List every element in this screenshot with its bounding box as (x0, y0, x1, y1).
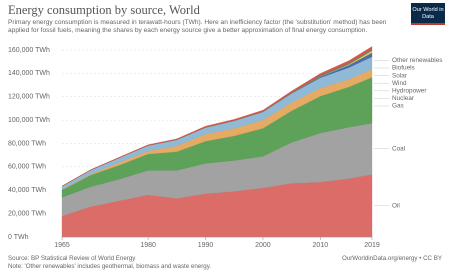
chart-subtitle: Primary energy consumption is measured i… (8, 19, 387, 35)
legend-label: Wind (392, 80, 407, 87)
y-tick-label: 20,000 TWh (8, 210, 46, 217)
legend-label: Gas (392, 103, 404, 110)
logo[interactable]: Our World in Data (411, 3, 445, 25)
legend-label: Coal (392, 145, 405, 152)
x-tick-label: 1980 (140, 242, 156, 249)
y-tick-label: 100,000 TWh (8, 117, 50, 124)
area (61, 46, 373, 187)
y-tick-label: 60,000 TWh (8, 164, 46, 171)
legend-label: Nuclear (392, 95, 415, 102)
legend-label: Oil (392, 202, 400, 209)
y-tick-label: 40,000 TWh (8, 187, 46, 194)
legend-label: Biofuels (392, 65, 415, 72)
note: Note: 'Other renewables' includes geothe… (8, 263, 212, 270)
credit[interactable]: OurWorldinData.org/energy • CC BY (341, 255, 442, 262)
y-tick-label: 0 TWh (8, 234, 29, 241)
x-tick-label: 2019 (364, 242, 380, 249)
x-tick-label: 1965 (54, 242, 70, 249)
y-tick-label: 140,000 TWh (8, 70, 50, 77)
x-tick-label: 2010 (313, 242, 329, 249)
legend-label: Solar (392, 72, 408, 79)
legend-label: Hydropower (392, 87, 427, 94)
x-tick-label: 1990 (198, 242, 214, 249)
y-tick-label: 80,000 TWh (8, 140, 46, 147)
x-tick-label: 2000 (255, 242, 271, 249)
y-tick-label: 120,000 TWh (8, 94, 50, 101)
legend-label: Other renewables (392, 57, 442, 64)
source: Source: BP Statistical Review of World E… (8, 255, 136, 262)
y-tick-label: 160,000 TWh (8, 47, 50, 54)
chart-title: Energy consumption by source, World (8, 3, 200, 17)
